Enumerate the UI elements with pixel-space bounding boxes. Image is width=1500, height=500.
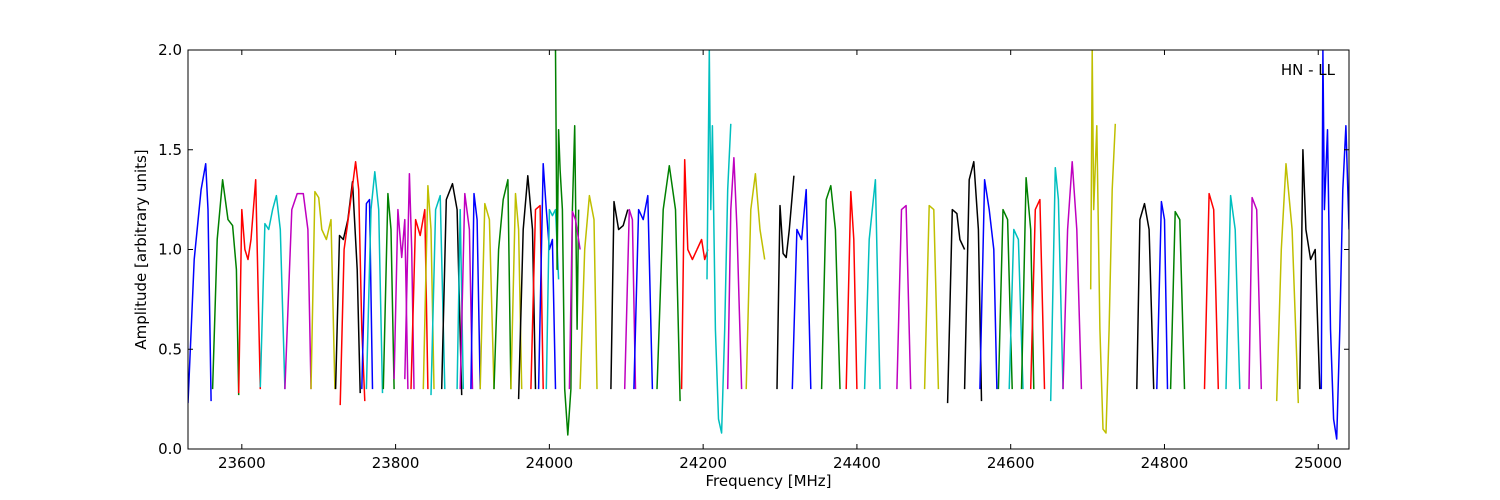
y-axis-title: Amplitude [arbitrary units] — [132, 149, 150, 349]
series-line-22 — [510, 192, 523, 390]
series-line-24 — [530, 204, 544, 390]
y-tick-label: 1.5 — [158, 141, 182, 159]
series-line-45 — [923, 204, 940, 390]
x-tick-label: 25000 — [1294, 454, 1342, 472]
x-tick-label: 24800 — [1141, 454, 1189, 472]
series-line-7 — [339, 160, 366, 406]
ticks-layer: 23600 23800 24000 24200 24400 24600 24800 25000… — [158, 41, 1349, 472]
series-line-61 — [1248, 196, 1263, 390]
series-line-6 — [334, 180, 361, 394]
series-line-18 — [459, 192, 474, 390]
series-line-25 — [537, 162, 557, 390]
x-axis-title: Frequency [MHz] — [705, 472, 831, 490]
series-line-52 — [1029, 198, 1046, 390]
series-line-27 — [554, 50, 580, 436]
series-line-38 — [745, 172, 766, 390]
x-tick-label: 24600 — [987, 454, 1035, 472]
series-line-11 — [393, 208, 409, 390]
series-line-60 — [1225, 194, 1241, 390]
series-line-55 — [1089, 50, 1117, 434]
y-tick-label: 2.0 — [158, 41, 182, 59]
series-line-4 — [284, 192, 312, 390]
series-line-10 — [382, 192, 395, 390]
series-line-57 — [1156, 200, 1169, 390]
series-line-54 — [1062, 160, 1083, 390]
series-line-0 — [188, 162, 212, 404]
series-line-46 — [946, 208, 966, 404]
series-line-3 — [259, 194, 286, 390]
y-tick-label: 1.0 — [158, 241, 182, 259]
series-line-43 — [863, 178, 881, 390]
x-tick-label: 24200 — [679, 454, 727, 472]
series-line-59 — [1203, 192, 1220, 390]
series-line-56 — [1136, 202, 1155, 390]
series-line-35 — [696, 238, 709, 261]
series-line-1 — [211, 178, 240, 396]
series-line-36 — [706, 50, 732, 434]
series-line-42 — [845, 190, 858, 390]
series-line-5 — [310, 190, 336, 390]
series-line-63 — [1299, 149, 1321, 390]
series-line-20 — [479, 202, 495, 390]
series-line-8 — [361, 198, 374, 390]
series-line-41 — [820, 184, 841, 390]
series-line-21 — [493, 178, 512, 390]
series-line-58 — [1169, 210, 1186, 390]
x-tick-label: 24400 — [833, 454, 881, 472]
series-line-39 — [776, 175, 795, 390]
series-line-29 — [579, 194, 598, 390]
series-line-15 — [430, 194, 446, 396]
series-line-49 — [997, 208, 1013, 390]
series-line-32 — [633, 194, 654, 390]
series-line-40 — [791, 188, 812, 390]
x-tick-label: 23800 — [372, 454, 420, 472]
series-line-44 — [896, 204, 912, 390]
series-line-33 — [656, 164, 681, 402]
series-layer — [188, 50, 1349, 440]
x-tick-label: 24000 — [526, 454, 574, 472]
series-line-64 — [1320, 50, 1349, 440]
y-tick-label: 0.5 — [158, 340, 182, 358]
series-line-9 — [365, 170, 384, 394]
series-line-62 — [1275, 162, 1300, 404]
series-line-31 — [623, 208, 637, 390]
y-tick-label: 0.0 — [158, 440, 182, 458]
series-line-47 — [963, 160, 983, 402]
series-line-34 — [680, 158, 698, 390]
series-line-53 — [1049, 166, 1064, 402]
series-line-2 — [237, 178, 262, 394]
x-tick-label: 23600 — [218, 454, 266, 472]
series-line-19 — [470, 192, 481, 390]
series-line-48 — [979, 178, 998, 390]
chart-annotation: HN - LL — [1281, 61, 1336, 79]
series-line-28 — [568, 210, 581, 390]
series-line-50 — [1008, 228, 1024, 390]
series-line-30 — [610, 200, 629, 390]
series-line-37 — [726, 156, 743, 390]
